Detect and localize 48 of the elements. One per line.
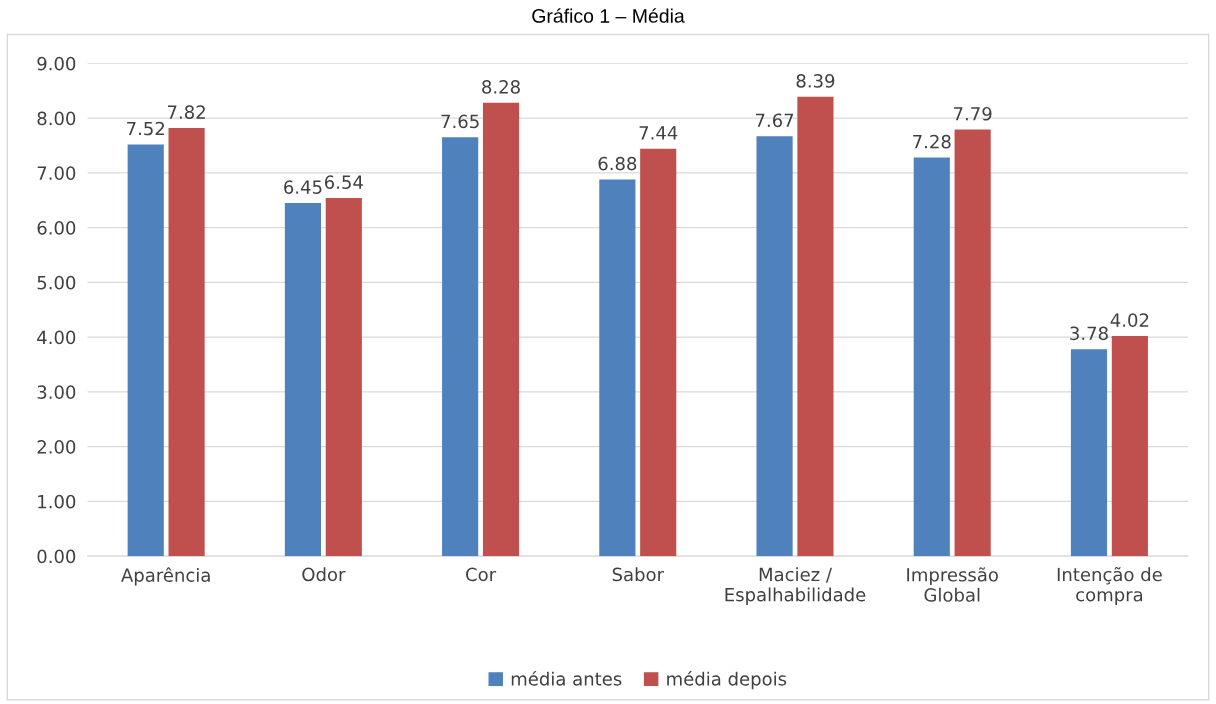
data-label: 6.88	[598, 156, 637, 171]
y-tick-label: 4.00	[37, 330, 76, 345]
bar	[1111, 336, 1148, 557]
bar	[954, 129, 991, 557]
data-label: 8.28	[482, 80, 520, 94]
bar	[599, 179, 636, 557]
data-label: 7.82	[167, 105, 205, 119]
bar	[756, 136, 793, 557]
chart-title: Gráfico 1 – Média	[532, 8, 685, 23]
data-label: 7.44	[639, 126, 678, 140]
data-label: 7.67	[755, 113, 794, 128]
data-label: 3.78	[1070, 326, 1108, 341]
bar	[442, 137, 479, 557]
data-label: 4.02	[1110, 313, 1149, 327]
y-tick-label: 6.00	[37, 221, 76, 235]
bar	[127, 144, 164, 557]
bar	[1070, 349, 1108, 557]
x-tick-label: Intenção de compra	[1057, 567, 1162, 605]
y-tick-label: 8.00	[37, 111, 76, 126]
bar	[168, 127, 205, 557]
x-tick-label: Maciez / Espalhabilidade	[725, 567, 866, 605]
x-tick-label: Cor	[466, 567, 497, 582]
legend-label: média antes	[511, 670, 622, 686]
data-label: 7.52	[127, 121, 165, 136]
bar	[913, 157, 950, 557]
bar	[640, 148, 677, 557]
y-tick-label: 9.00	[37, 56, 76, 71]
bar	[797, 96, 834, 557]
data-label: 6.54	[324, 175, 363, 189]
legend-label: média depois	[667, 670, 787, 690]
y-tick-label: 2.00	[37, 440, 76, 454]
data-label: 8.39	[796, 74, 835, 88]
bar	[284, 202, 322, 557]
y-tick-label: 7.00	[37, 166, 76, 180]
y-tick-label: 1.00	[38, 494, 76, 509]
bar	[482, 102, 520, 557]
data-label: 6.45	[284, 180, 322, 194]
x-tick-label: Impressão Global	[907, 567, 998, 602]
y-tick-label: 3.00	[37, 385, 76, 400]
x-tick-label: Aparência	[121, 567, 210, 586]
data-label: 7.65	[441, 114, 479, 129]
x-tick-label: Sabor	[612, 567, 665, 582]
y-tick-label: 0.00	[37, 549, 76, 564]
x-tick-label: Odor	[302, 567, 346, 582]
data-label: 7.79	[954, 106, 992, 121]
data-label: 7.28	[913, 134, 951, 149]
bar	[325, 198, 362, 557]
y-tick-label: 5.00	[37, 275, 76, 290]
